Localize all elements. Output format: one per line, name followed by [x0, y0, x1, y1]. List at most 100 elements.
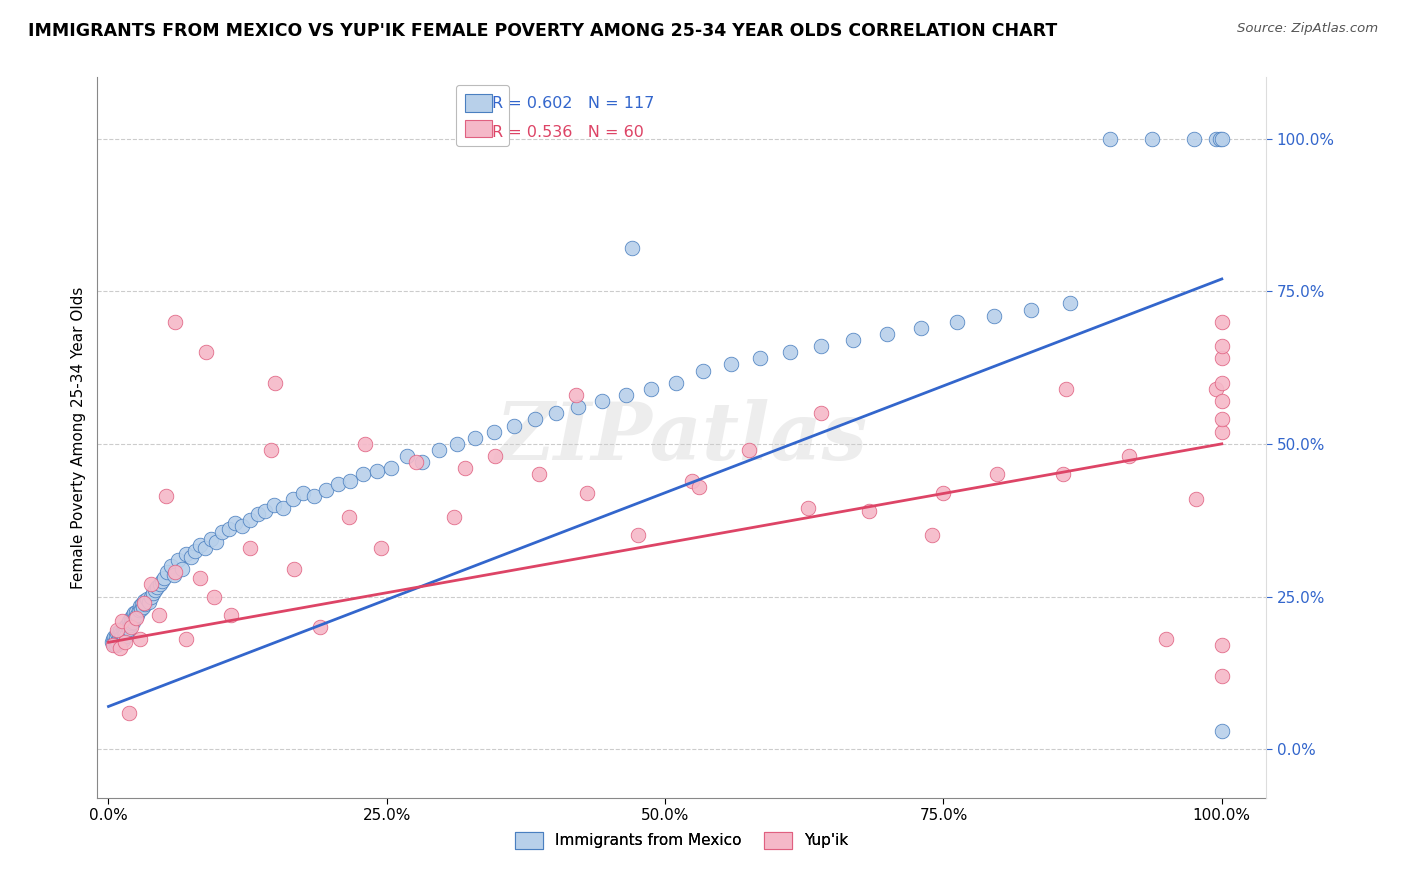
Point: [111, 628, 134, 642]
Point: [446, 437, 468, 451]
Point: [128, 599, 150, 614]
Point: [576, 485, 599, 500]
Point: [111, 632, 134, 647]
Point: [125, 605, 148, 619]
Point: [127, 607, 149, 622]
Text: R = 0.602   N = 117: R = 0.602 N = 117: [492, 96, 655, 112]
Point: [876, 326, 898, 341]
Point: [337, 510, 360, 524]
Point: [117, 614, 139, 628]
Point: [101, 632, 124, 647]
Point: [484, 449, 506, 463]
Point: [117, 617, 139, 632]
Point: [1211, 376, 1233, 390]
Point: [143, 583, 166, 598]
Point: [165, 565, 187, 579]
Point: [932, 485, 955, 500]
Point: [239, 513, 262, 527]
Point: [544, 406, 567, 420]
Point: [165, 315, 187, 329]
Point: [188, 538, 211, 552]
Point: [224, 516, 246, 531]
Point: [104, 633, 127, 648]
Point: [156, 565, 179, 579]
Text: IMMIGRANTS FROM MEXICO VS YUP'IK FEMALE POVERTY AMONG 25-34 YEAR OLDS CORRELATIO: IMMIGRANTS FROM MEXICO VS YUP'IK FEMALE …: [28, 22, 1057, 40]
Y-axis label: Female Poverty Among 25-34 Year Olds: Female Poverty Among 25-34 Year Olds: [72, 286, 86, 589]
Point: [309, 620, 332, 634]
Point: [122, 608, 145, 623]
Point: [138, 595, 160, 609]
Point: [124, 609, 146, 624]
Point: [411, 455, 433, 469]
Point: [1211, 339, 1233, 353]
Point: [1211, 315, 1233, 329]
Point: [1205, 382, 1227, 396]
Point: [1211, 639, 1233, 653]
Point: [184, 543, 207, 558]
Point: [292, 485, 315, 500]
Point: [720, 358, 742, 372]
Point: [150, 574, 173, 589]
Point: [565, 388, 588, 402]
Point: [211, 525, 233, 540]
Point: [921, 528, 943, 542]
Point: [112, 623, 135, 637]
Point: [114, 635, 136, 649]
Point: [502, 418, 524, 433]
Point: [103, 637, 125, 651]
Point: [614, 388, 637, 402]
Point: [523, 412, 546, 426]
Point: [202, 590, 225, 604]
Point: [134, 598, 156, 612]
Point: [665, 376, 688, 390]
Point: [114, 625, 136, 640]
Point: [946, 315, 969, 329]
Point: [125, 611, 148, 625]
Point: [1205, 131, 1227, 145]
Point: [1211, 723, 1233, 738]
Point: [163, 568, 186, 582]
Point: [139, 590, 162, 604]
Point: [283, 562, 305, 576]
Point: [464, 431, 486, 445]
Point: [108, 634, 131, 648]
Point: [107, 627, 129, 641]
Point: [131, 597, 153, 611]
Point: [105, 623, 128, 637]
Point: [1154, 632, 1177, 647]
Point: [239, 541, 262, 555]
Point: [111, 624, 134, 638]
Point: [148, 607, 170, 622]
Point: [115, 629, 138, 643]
Point: [620, 242, 643, 256]
Point: [132, 596, 155, 610]
Point: [748, 351, 770, 366]
Point: [681, 474, 703, 488]
Point: [1185, 491, 1208, 506]
Point: [353, 437, 375, 451]
Point: [1059, 296, 1081, 310]
Point: [283, 491, 305, 506]
Point: [454, 461, 477, 475]
Point: [117, 706, 139, 720]
Point: [1054, 382, 1077, 396]
Point: [112, 629, 135, 643]
Point: [188, 571, 211, 585]
Point: [627, 528, 650, 542]
Point: [983, 309, 1005, 323]
Point: [120, 615, 142, 630]
Point: [326, 476, 349, 491]
Point: [246, 507, 269, 521]
Point: [139, 577, 162, 591]
Point: [352, 467, 374, 482]
Point: [219, 607, 242, 622]
Point: [118, 618, 141, 632]
Point: [153, 571, 176, 585]
Point: [1211, 351, 1233, 366]
Point: [1211, 394, 1233, 409]
Point: [205, 534, 228, 549]
Point: [405, 455, 427, 469]
Point: [195, 345, 218, 359]
Point: [271, 500, 294, 515]
Point: [986, 467, 1008, 482]
